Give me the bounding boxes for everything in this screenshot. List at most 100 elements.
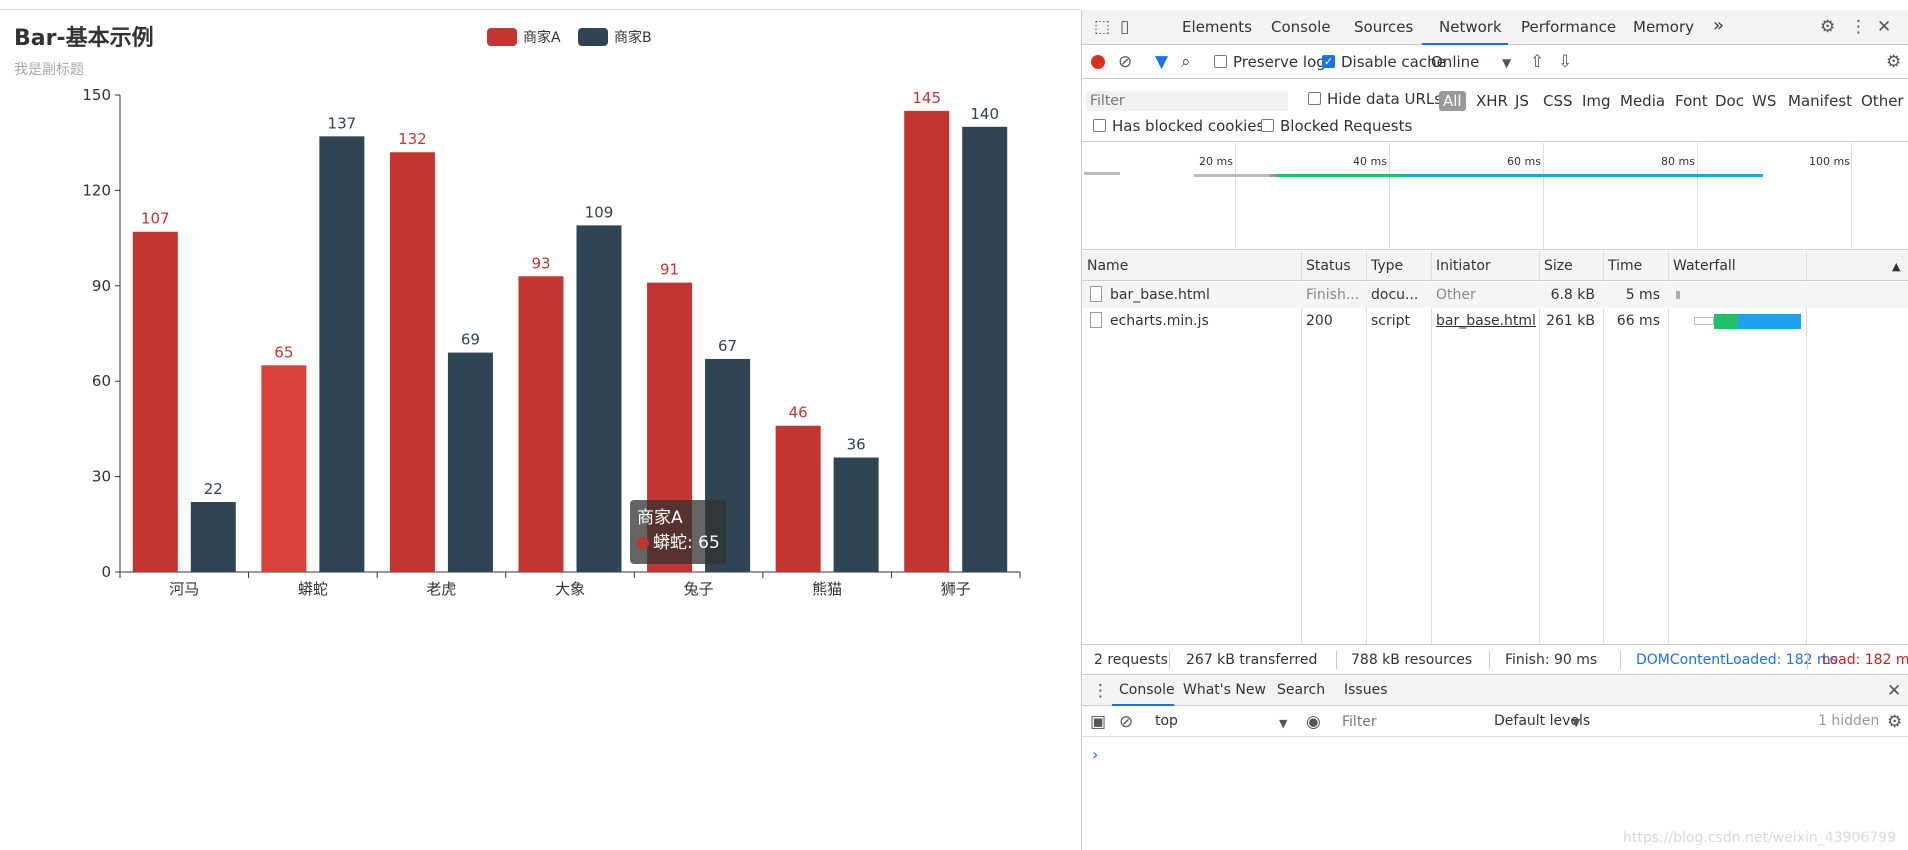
console-filter-input[interactable] bbox=[1338, 712, 1484, 732]
request-name[interactable]: bar_base.html bbox=[1110, 287, 1210, 303]
console-prompt-icon[interactable]: › bbox=[1092, 745, 1099, 764]
request-initiator-link[interactable]: bar_base.html bbox=[1436, 313, 1536, 329]
bar-a[interactable] bbox=[904, 110, 950, 573]
log-levels-select[interactable]: Default levels bbox=[1494, 713, 1591, 729]
type-filter-img[interactable]: Img bbox=[1582, 92, 1611, 110]
close-devtools-icon[interactable]: ✕ bbox=[1877, 17, 1892, 37]
network-settings-icon[interactable]: ⚙ bbox=[1886, 52, 1902, 72]
context-chevron-down-icon[interactable]: ▼ bbox=[1279, 717, 1288, 730]
tab-network[interactable]: Network bbox=[1439, 18, 1502, 36]
table-row[interactable]: bar_base.html Finish... docu... Other 6.… bbox=[1082, 282, 1908, 308]
blocked-requests-checkbox[interactable] bbox=[1261, 119, 1274, 132]
type-filter-css[interactable]: CSS bbox=[1543, 92, 1573, 110]
tab-performance[interactable]: Performance bbox=[1521, 18, 1617, 36]
clear-icon[interactable]: ⊘ bbox=[1118, 52, 1133, 72]
legend-item-a[interactable]: 商家A bbox=[487, 27, 561, 47]
column-status[interactable]: Status bbox=[1306, 258, 1351, 274]
column-name[interactable]: Name bbox=[1087, 258, 1129, 274]
bar-a[interactable] bbox=[132, 231, 178, 573]
bar-b[interactable] bbox=[962, 126, 1008, 573]
request-name[interactable]: echarts.min.js bbox=[1110, 313, 1209, 329]
tab-elements[interactable]: Elements bbox=[1182, 18, 1252, 36]
export-har-icon[interactable]: ⇩ bbox=[1558, 52, 1573, 72]
type-filter-media[interactable]: Media bbox=[1620, 92, 1666, 110]
disable-cache-label: Disable cache bbox=[1341, 53, 1446, 71]
status-separator bbox=[1489, 651, 1490, 669]
x-tick-label: 熊猫 bbox=[812, 580, 842, 598]
tab-console[interactable]: Console bbox=[1271, 18, 1331, 36]
data-label: 107 bbox=[141, 210, 170, 228]
x-tick-label: 狮子 bbox=[941, 580, 971, 598]
type-filter-font[interactable]: Font bbox=[1675, 92, 1708, 110]
type-filter-js[interactable]: JS bbox=[1515, 92, 1529, 110]
drawer-tab-issues[interactable]: Issues bbox=[1344, 682, 1388, 698]
drawer-tab-console[interactable]: Console bbox=[1119, 682, 1175, 698]
bar-b[interactable] bbox=[319, 136, 365, 572]
type-filter-ws[interactable]: WS bbox=[1752, 92, 1777, 110]
bar-b[interactable] bbox=[447, 352, 493, 572]
legend-item-b[interactable]: 商家B bbox=[578, 27, 652, 47]
levels-chevron-down-icon[interactable]: ▼ bbox=[1572, 716, 1581, 729]
bar-a[interactable] bbox=[389, 152, 435, 573]
import-har-icon[interactable]: ⇧ bbox=[1530, 52, 1545, 72]
overview-tick: 60 ms bbox=[1507, 155, 1541, 168]
preserve-log-checkbox[interactable] bbox=[1214, 55, 1227, 68]
drawer-tab-whats-new[interactable]: What's New bbox=[1183, 682, 1266, 698]
clear-console-icon[interactable]: ⊘ bbox=[1119, 712, 1134, 732]
live-expression-eye-icon[interactable]: ◉ bbox=[1306, 712, 1321, 732]
table-row[interactable]: echarts.min.js 200 script bar_base.html … bbox=[1082, 308, 1908, 334]
close-drawer-icon[interactable]: ✕ bbox=[1887, 681, 1902, 701]
legend-label-a: 商家A bbox=[523, 30, 561, 46]
more-tabs-icon[interactable]: » bbox=[1713, 15, 1725, 36]
filter-icon[interactable]: ▼ bbox=[1155, 52, 1169, 72]
filter-bar: Hide data URLs All XHR JS CSS Img Media … bbox=[1082, 80, 1908, 142]
column-type[interactable]: Type bbox=[1371, 258, 1404, 274]
kebab-menu-icon[interactable]: ⋮ bbox=[1850, 17, 1867, 37]
y-tick-label: 0 bbox=[101, 563, 111, 581]
disable-cache-checkbox[interactable]: ✓ bbox=[1322, 55, 1335, 68]
hide-data-urls-checkbox[interactable] bbox=[1308, 92, 1321, 105]
search-icon[interactable]: ⌕ bbox=[1181, 52, 1191, 72]
drawer-menu-icon[interactable]: ⋮ bbox=[1092, 681, 1109, 701]
overview-gridline bbox=[1235, 143, 1236, 250]
bar-chart: 0 30 60 90 120 150 河马 107 22 蟒蛇 65 137 老虎 132 69 大象 93 10… bbox=[82, 86, 1021, 598]
type-filter-other[interactable]: Other bbox=[1861, 92, 1904, 110]
request-initiator: Other bbox=[1436, 287, 1476, 303]
sidebar-toggle-icon[interactable]: ▣ bbox=[1090, 712, 1107, 732]
overview-gridline bbox=[1543, 143, 1544, 250]
column-size[interactable]: Size bbox=[1544, 258, 1573, 274]
request-status: Finish... bbox=[1306, 287, 1360, 303]
tab-sources[interactable]: Sources bbox=[1354, 18, 1414, 36]
has-blocked-cookies-checkbox[interactable] bbox=[1093, 119, 1106, 132]
bar-a[interactable] bbox=[775, 425, 821, 572]
record-icon[interactable] bbox=[1091, 55, 1105, 69]
type-filter-manifest[interactable]: Manifest bbox=[1788, 92, 1853, 110]
bar-a[interactable] bbox=[261, 365, 307, 572]
console-settings-icon[interactable]: ⚙ bbox=[1887, 712, 1903, 732]
sort-up-icon[interactable]: ▲ bbox=[1892, 260, 1901, 273]
type-filter-all[interactable]: All bbox=[1439, 91, 1466, 111]
request-time: 5 ms bbox=[1625, 287, 1660, 303]
device-toolbar-icon[interactable]: ▯ bbox=[1120, 17, 1130, 37]
column-initiator[interactable]: Initiator bbox=[1436, 258, 1491, 274]
column-time[interactable]: Time bbox=[1608, 258, 1643, 274]
settings-gear-icon[interactable]: ⚙ bbox=[1820, 17, 1836, 37]
filter-input[interactable] bbox=[1086, 91, 1288, 111]
bar-b[interactable] bbox=[190, 502, 236, 572]
throttle-select[interactable]: Online bbox=[1431, 53, 1480, 71]
bar-a[interactable] bbox=[518, 276, 564, 572]
network-overview[interactable]: 20 ms 40 ms 60 ms 80 ms 100 ms bbox=[1082, 143, 1908, 250]
column-divider bbox=[1603, 251, 1604, 644]
tab-memory[interactable]: Memory bbox=[1633, 18, 1695, 36]
context-select[interactable]: top bbox=[1155, 713, 1178, 729]
type-filter-doc[interactable]: Doc bbox=[1715, 92, 1744, 110]
column-waterfall[interactable]: Waterfall bbox=[1673, 258, 1736, 274]
type-filter-xhr[interactable]: XHR bbox=[1476, 92, 1508, 110]
request-status: 200 bbox=[1306, 313, 1333, 329]
chevron-down-icon[interactable]: ▼ bbox=[1502, 56, 1512, 70]
console-toolbar: ▣ ⊘ top ▼ ◉ Default levels ▼ 1 hidden ⚙ bbox=[1082, 707, 1908, 737]
drawer-tab-search[interactable]: Search bbox=[1277, 682, 1326, 698]
inspect-element-icon[interactable]: ⬚ bbox=[1094, 17, 1111, 37]
bar-b[interactable] bbox=[576, 225, 622, 572]
bar-b[interactable] bbox=[833, 457, 879, 572]
